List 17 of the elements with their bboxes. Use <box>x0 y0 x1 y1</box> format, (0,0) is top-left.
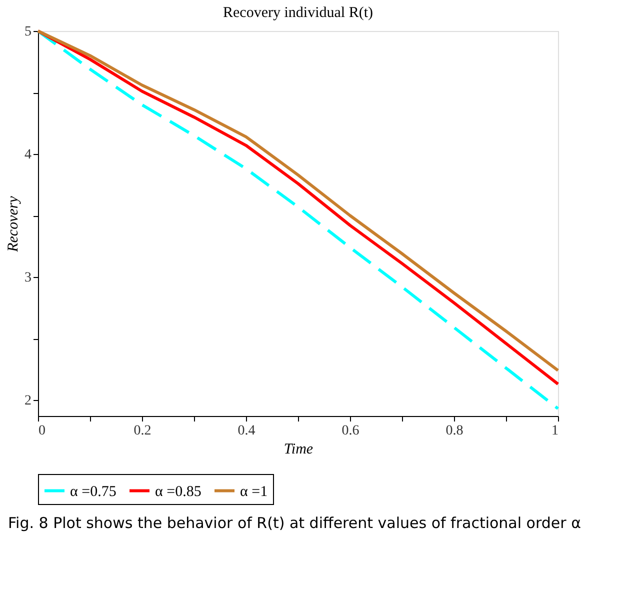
x-tick-label: 0.6 <box>342 424 360 438</box>
x-tick-label: 0.4 <box>238 424 256 438</box>
x-tick-label: 0 <box>38 424 46 438</box>
y-tick-label: 3 <box>24 270 32 286</box>
chart-title: Recovery individual R(t) <box>223 5 373 21</box>
x-axis-title: Time <box>284 442 314 458</box>
x-tick-label: 0.2 <box>134 424 152 438</box>
y-tick-label: 2 <box>24 394 32 409</box>
legend-label: α =0.75 <box>70 484 116 500</box>
y-tick-label: 5 <box>24 24 32 40</box>
legend-label: α =1 <box>240 484 268 500</box>
caption: Fig. 8 Plot shows the behavior of R(t) at different values of fractional order α <box>8 514 582 532</box>
y-axis-title: Recovery <box>6 196 22 253</box>
legend-label: α =0.85 <box>155 484 202 500</box>
x-tick-label: 1 <box>552 424 558 438</box>
y-tick-label: 4 <box>24 148 32 163</box>
x-tick-label: 0.8 <box>446 424 464 438</box>
